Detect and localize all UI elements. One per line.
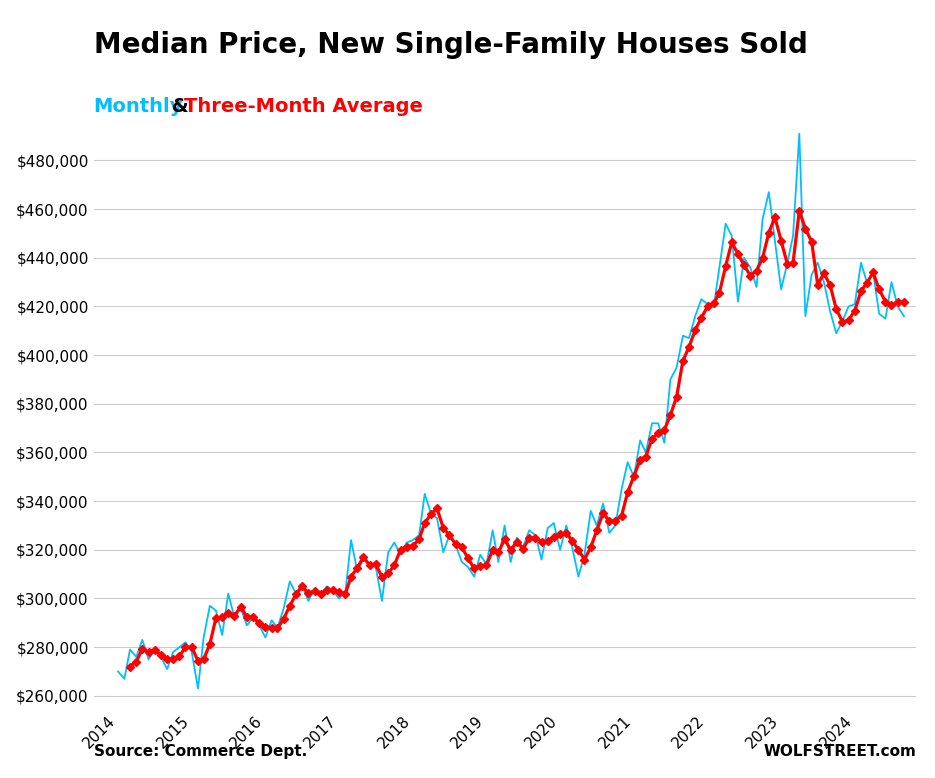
Text: Source: Commerce Dept.: Source: Commerce Dept. <box>94 744 307 759</box>
Text: Median Price, New Single-Family Houses Sold: Median Price, New Single-Family Houses S… <box>94 31 808 59</box>
Text: Three-Month Average: Three-Month Average <box>184 97 423 116</box>
Text: Monthly: Monthly <box>94 97 183 116</box>
Text: &: & <box>165 97 196 116</box>
Text: WOLFSTREET.com: WOLFSTREET.com <box>763 744 916 759</box>
